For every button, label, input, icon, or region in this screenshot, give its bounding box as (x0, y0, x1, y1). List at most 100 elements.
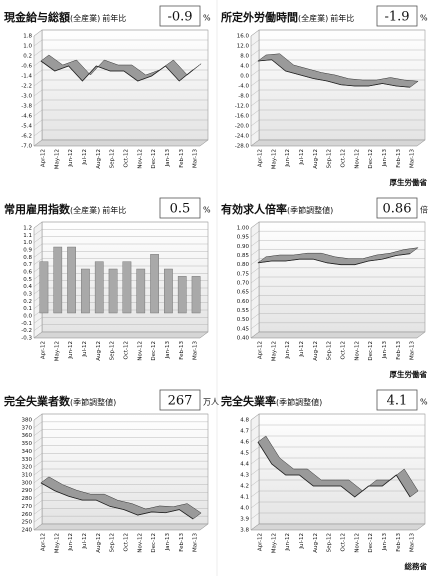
bar (122, 261, 132, 314)
y-tick-label: 0.6 (23, 270, 32, 276)
grid-line (250, 267, 425, 274)
x-tick-label: Jun-12 (68, 533, 74, 552)
y-tick-label: 0.0 (23, 314, 32, 320)
y-tick-label: 4.6 (240, 440, 249, 446)
x-tick-label: Feb-13 (179, 149, 185, 168)
title-sub: 前年比 (330, 13, 354, 23)
plot-floor (33, 523, 209, 531)
unit: % (203, 14, 211, 23)
x-tick-label: Sep-12 (327, 341, 333, 360)
x-tick-label: Jan-13 (165, 341, 171, 360)
x-tick-label: Jul-12 (82, 149, 88, 166)
line (40, 60, 194, 82)
y-tick-label: 1.2 (23, 226, 32, 232)
x-tick-label: Apr-12 (257, 341, 263, 359)
y-tick-label: 0.3 (23, 292, 32, 298)
x-tick-label: Jul-12 (299, 341, 305, 358)
y-tick-label: -4.6 (21, 114, 32, 120)
x-tick-label: Sep-12 (110, 149, 116, 168)
unit: % (420, 398, 428, 407)
x-tick-label: Aug-12 (96, 533, 102, 553)
x-tick-label: Feb-13 (396, 341, 402, 360)
y-tick-label: 320 (22, 465, 33, 471)
bar (94, 261, 104, 314)
y-tick-label: 0.70 (237, 281, 250, 287)
x-tick-label: Nov-12 (137, 341, 143, 361)
grid-line (33, 468, 208, 476)
x-tick-label: Nov-12 (354, 341, 360, 361)
plot-floor (250, 139, 426, 147)
title-qualifier: (全産業) (70, 205, 100, 215)
grid-line (33, 460, 208, 468)
bar (177, 276, 187, 314)
y-tick-label: 250 (22, 520, 33, 526)
y-tick-label: 380 (22, 418, 33, 424)
y-tick-label: 0.55 (237, 308, 250, 314)
x-tick-label: Feb-13 (179, 341, 185, 360)
latest-box (376, 5, 418, 27)
grid-line (33, 317, 208, 324)
y-tick-label: -4.0 (238, 84, 249, 90)
latest-box (159, 389, 201, 411)
grid-line (250, 457, 425, 465)
latest-box (376, 197, 418, 219)
bar (136, 268, 146, 314)
x-tick-label: May-12 (54, 149, 60, 169)
unit: % (420, 14, 428, 23)
grid-line (250, 221, 425, 229)
grid-line (250, 446, 425, 454)
x-tick-label: Apr-12 (40, 149, 46, 167)
y-tick-label: 4.5 (240, 451, 249, 457)
grid-line (250, 435, 425, 443)
panel-title: 完全失業者数(季節調整値) (4, 394, 116, 408)
y-tick-label: -0.2 (21, 328, 32, 334)
x-tick-label: Jun-12 (68, 149, 74, 168)
bar (108, 268, 118, 314)
y-tick-label: 16.0 (237, 34, 250, 40)
x-tick-label: Jul-12 (82, 533, 88, 550)
latest-value: -0.9 (167, 10, 192, 25)
bar (81, 268, 90, 314)
y-tick-label: 4.2 (240, 484, 249, 490)
x-tick-label: Nov-12 (137, 149, 143, 169)
grid-line (250, 29, 425, 37)
grid-line (33, 69, 208, 77)
grid-line (33, 445, 208, 452)
y-tick-label: 0.75 (237, 271, 250, 277)
title-main: 有効求人倍率 (221, 202, 287, 216)
bar (191, 276, 201, 314)
x-tick-label: Dec-12 (368, 149, 374, 169)
title-qualifier: (季節調整値) (287, 205, 333, 215)
x-tick-label: Dec-12 (151, 341, 157, 361)
x-tick-label: Jun-12 (285, 533, 291, 552)
grid-line (33, 221, 208, 229)
y-tick-label: -5.4 (21, 124, 32, 130)
y-tick-label: 330 (22, 457, 33, 463)
x-tick-label: Jul-12 (299, 533, 305, 550)
grid-line (33, 229, 208, 236)
grid-line (250, 501, 425, 509)
grid-line (33, 119, 208, 127)
panel-title: 現金給与総額(全産業) 前年比 (4, 10, 126, 24)
y-tick-label: 4.0 (240, 506, 249, 512)
x-tick-label: Feb-13 (179, 533, 185, 552)
title-main: 完全失業率 (221, 394, 276, 408)
x-tick-label: Oct-12 (340, 533, 346, 552)
y-tick-label: 3.8 (240, 528, 249, 534)
plot-floor (250, 523, 426, 531)
x-tick-label: Sep-12 (327, 149, 333, 168)
grid-line (250, 109, 425, 117)
x-tick-label: Oct-12 (340, 341, 346, 360)
x-tick-label: May-12 (54, 533, 60, 553)
x-tick-label: Dec-12 (151, 149, 157, 169)
y-tick-label: 0.95 (237, 235, 250, 241)
y-tick-label: 8.0 (240, 54, 249, 60)
panel-title: 完全失業率(季節調整値) (221, 394, 322, 408)
y-tick-label: 4.7 (240, 429, 249, 435)
grid-line (33, 89, 208, 97)
title-sub: 前年比 (102, 205, 126, 215)
title-qualifier: (季節調整値) (276, 397, 322, 407)
y-tick-label: -8.0 (238, 94, 249, 100)
x-tick-label: Mar-13 (193, 341, 199, 361)
